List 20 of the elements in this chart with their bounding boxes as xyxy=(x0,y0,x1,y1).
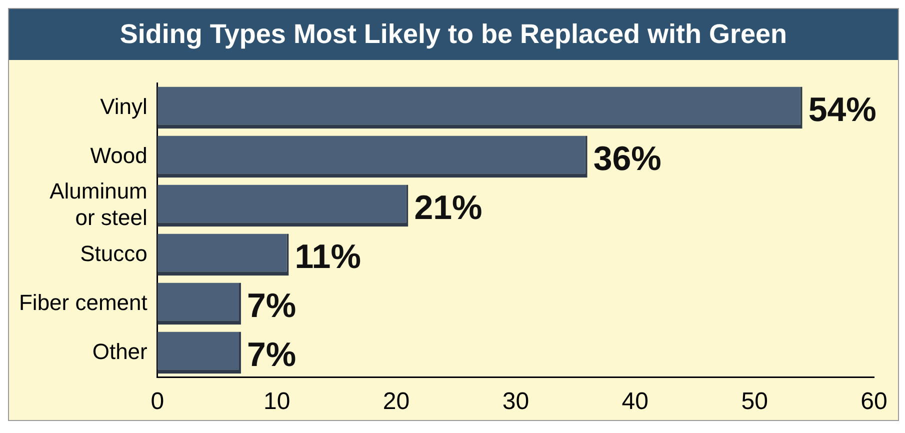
data-label: 11% xyxy=(294,238,361,276)
x-tick-label: 40 xyxy=(622,388,648,416)
y-tick-label: Fiber cement xyxy=(18,290,148,315)
x-tick-label: 50 xyxy=(741,388,768,416)
x-tick-label: 20 xyxy=(382,388,410,416)
chart-title: Siding Types Most Likely to be Replaced with Green xyxy=(9,9,898,60)
y-tick-label: Other xyxy=(92,338,148,364)
y-tick-label: Wood xyxy=(90,142,148,168)
y-tick-label: Vinyl xyxy=(100,94,148,119)
y-tick-label: Stucco xyxy=(80,240,148,266)
x-tick-label: 10 xyxy=(263,388,290,416)
y-tick-label: Aluminum or steel xyxy=(50,178,148,230)
x-tick-label: 0 xyxy=(150,388,164,416)
data-label: 7% xyxy=(246,336,296,374)
data-label: 7% xyxy=(246,287,296,326)
x-tick-label: 60 xyxy=(860,388,888,416)
data-label: 54% xyxy=(808,91,876,130)
data-label: 36% xyxy=(593,140,662,178)
x-tick-label: 30 xyxy=(502,388,530,416)
data-label: 21% xyxy=(414,189,482,228)
